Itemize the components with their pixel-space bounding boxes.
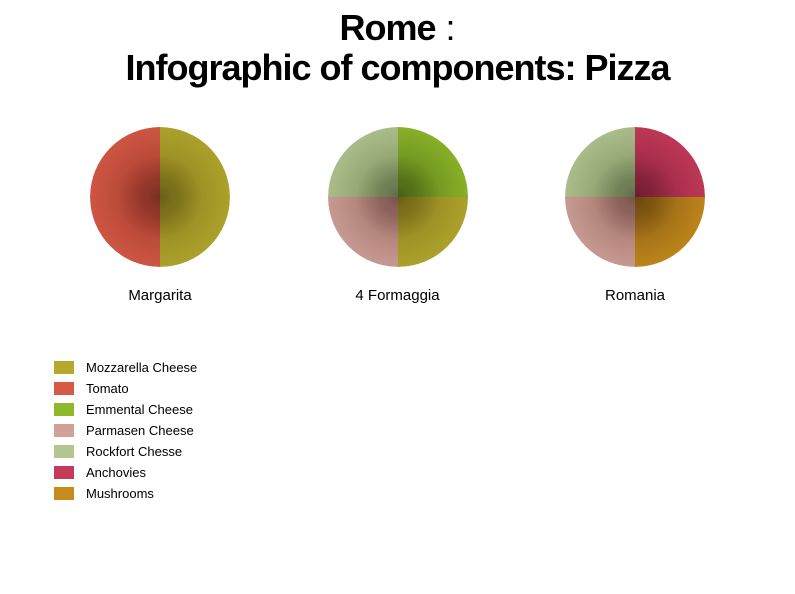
title-line2: Infographic of components: Pizza xyxy=(0,48,795,88)
legend-swatch xyxy=(54,445,74,458)
pie-block: 4 Formaggia xyxy=(328,127,468,304)
pie-label: 4 Formaggia xyxy=(355,287,439,304)
legend-row: Rockfort Chesse xyxy=(54,444,197,459)
legend-row: Mozzarella Cheese xyxy=(54,360,197,375)
pie-block: Margarita xyxy=(90,127,230,304)
legend-label: Mushrooms xyxy=(86,486,154,501)
legend-label: Mozzarella Cheese xyxy=(86,360,197,375)
legend-label: Rockfort Chesse xyxy=(86,444,182,459)
legend-label: Parmasen Cheese xyxy=(86,423,194,438)
pie-chart xyxy=(328,127,468,267)
legend-row: Mushrooms xyxy=(54,486,197,501)
legend-label: Tomato xyxy=(86,381,129,396)
pie-block: Romania xyxy=(565,127,705,304)
pie-label: Margarita xyxy=(128,287,191,304)
legend-row: Tomato xyxy=(54,381,197,396)
pie-chart xyxy=(565,127,705,267)
legend-swatch xyxy=(54,382,74,395)
legend-row: Parmasen Cheese xyxy=(54,423,197,438)
legend-row: Emmental Cheese xyxy=(54,402,197,417)
page-title: Rome : Infographic of components: Pizza xyxy=(0,0,795,87)
pie-chart xyxy=(90,127,230,267)
legend-swatch xyxy=(54,403,74,416)
pie-label: Romania xyxy=(605,287,665,304)
pie-row: Margarita 4 Formaggia xyxy=(0,87,795,304)
title-line1-suffix: : xyxy=(436,7,456,48)
title-line1-main: Rome xyxy=(339,7,435,48)
legend-swatch xyxy=(54,466,74,479)
legend-label: Emmental Cheese xyxy=(86,402,193,417)
legend-swatch xyxy=(54,361,74,374)
legend-label: Anchovies xyxy=(86,465,146,480)
legend-swatch xyxy=(54,424,74,437)
legend: Mozzarella Cheese Tomato Emmental Cheese Pa… xyxy=(54,360,197,507)
legend-swatch xyxy=(54,487,74,500)
legend-row: Anchovies xyxy=(54,465,197,480)
